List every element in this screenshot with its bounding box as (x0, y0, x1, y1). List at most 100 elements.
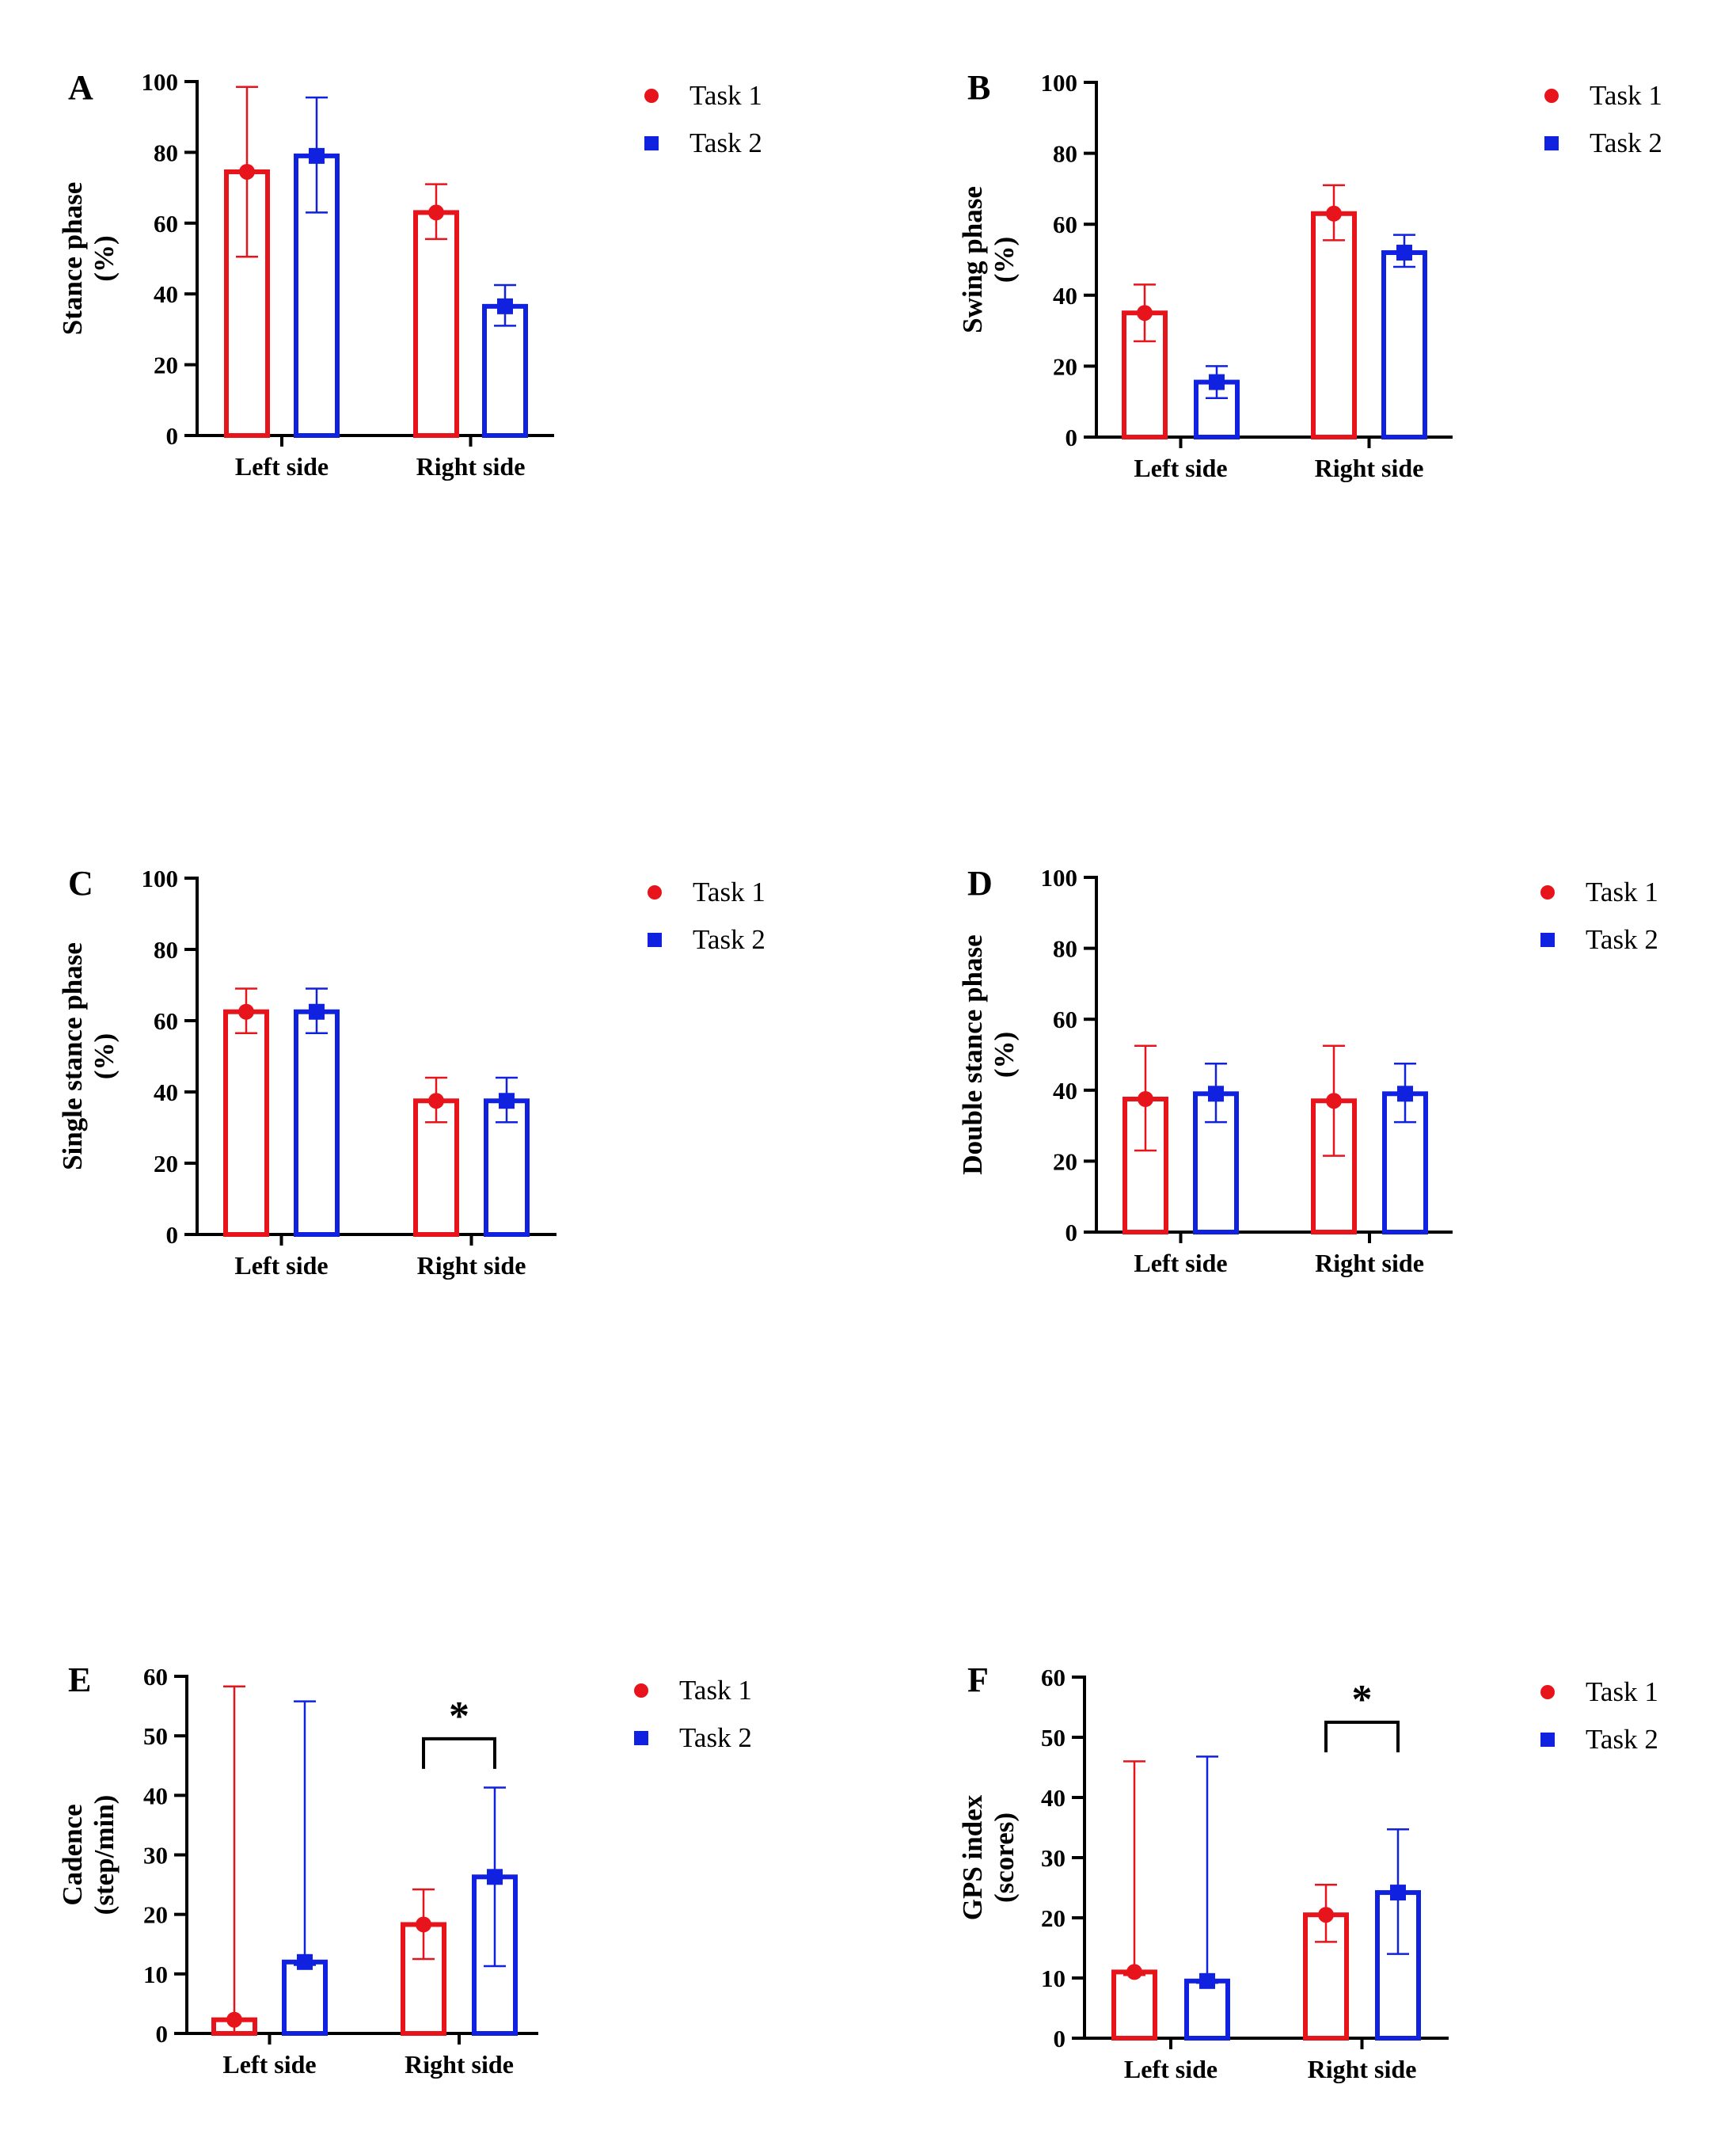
y-axis-title: Swing phase(%) (957, 186, 1020, 333)
data-point-task2 (1390, 1885, 1406, 1901)
y-tick-label: 50 (143, 1722, 168, 1750)
y-tick-label: 60 (1053, 1006, 1077, 1033)
data-point-task2 (309, 147, 325, 164)
data-point-task1 (1326, 1093, 1342, 1109)
data-point-task1 (1318, 1907, 1334, 1923)
y-tick-label: 60 (143, 1663, 168, 1691)
panel-letter: E (68, 1660, 91, 1699)
y-axis-title-line: Stance phase (57, 182, 88, 336)
legend: Task 1 Task 2 (1540, 877, 1658, 955)
legend-label: Task 2 (1586, 924, 1658, 955)
y-axis-title-line: Cadence (57, 1804, 88, 1905)
legend-marker-task2 (1540, 1733, 1555, 1747)
data-point-task1 (428, 204, 444, 221)
legend-marker-task1 (1544, 89, 1559, 103)
legend-marker-task1 (648, 885, 662, 900)
y-tick-label: 30 (1041, 1844, 1066, 1872)
legend-label: Task 2 (679, 1722, 752, 1753)
y-tick-label: 40 (154, 280, 178, 308)
y-tick-label: 0 (1054, 2025, 1066, 2052)
legend-marker-task1 (1540, 885, 1555, 900)
data-point-task2 (1209, 374, 1225, 390)
bar-task1-left-side (223, 1009, 269, 1237)
y-axis-title: Double stance phase(%) (957, 934, 1020, 1174)
y-tick-label: 40 (1053, 282, 1077, 310)
data-point-task1 (226, 2011, 242, 2028)
y-tick-label: 10 (143, 1961, 168, 1988)
y-tick-label: 80 (154, 936, 178, 964)
y-tick-label: 100 (1041, 69, 1078, 97)
y-tick-label: 0 (166, 422, 179, 450)
y-axis-title-line: GPS index (957, 1794, 988, 1920)
bar-task2-right-side (1381, 250, 1427, 440)
bar-task1-right-side (413, 210, 459, 438)
y-tick-label: 100 (142, 865, 179, 892)
y-tick-label: 0 (1066, 424, 1078, 451)
panel-letter: A (68, 68, 93, 107)
y-tick-label: 100 (1041, 864, 1078, 892)
legend-label: Task 1 (679, 1675, 752, 1706)
x-category-label: Left side (1134, 1249, 1227, 1277)
legend-label: Task 2 (689, 127, 762, 158)
bar-task2-left-side (294, 1009, 340, 1237)
data-point-task1 (1138, 1091, 1153, 1107)
legend-marker-task2 (1540, 933, 1555, 947)
y-tick-label: 50 (1041, 1724, 1066, 1752)
y-tick-label: 60 (154, 1007, 178, 1035)
x-category-label: Right side (1315, 454, 1424, 482)
y-axis-title: Single stance phase(%) (57, 942, 120, 1170)
data-point-task1 (428, 1093, 444, 1109)
legend-marker-task2 (648, 933, 662, 947)
legend-marker-task1 (1540, 1685, 1555, 1699)
y-axis-title-line: Single stance phase (57, 942, 88, 1170)
y-tick-label: 20 (154, 1150, 178, 1177)
y-tick-label: 60 (1041, 1664, 1066, 1691)
data-point-task2 (499, 1093, 515, 1109)
y-tick-label: 20 (154, 352, 178, 379)
y-axis-title-line: Swing phase (957, 186, 988, 333)
significance-star: * (1352, 1677, 1373, 1722)
legend: Task 1 Task 2 (644, 80, 762, 158)
data-point-task2 (1208, 1086, 1224, 1102)
chart-panel-c: C 0 20 40 60 80 100 Left side Right side Single s… (57, 864, 765, 1280)
legend: Task 1 Task 2 (648, 877, 765, 955)
legend-label: Task 1 (689, 80, 762, 111)
x-category-label: Left side (1124, 2055, 1217, 2083)
y-tick-label: 10 (1041, 1965, 1066, 1992)
y-tick-label: 40 (154, 1078, 178, 1106)
x-category-label: Right side (416, 452, 526, 481)
significance-bracket (1324, 1721, 1400, 1752)
legend: Task 1 Task 2 (634, 1675, 752, 1753)
data-point-task2 (1397, 1086, 1413, 1102)
x-category-label: Right side (405, 2050, 514, 2079)
x-category-label: Right side (1315, 1249, 1424, 1277)
legend-marker-task2 (634, 1731, 648, 1745)
y-tick-label: 20 (143, 1901, 168, 1929)
data-point-task1 (416, 1916, 431, 1933)
panel-letter: B (967, 68, 990, 107)
data-point-task2 (487, 1869, 503, 1885)
y-tick-label: 0 (156, 2020, 169, 2048)
data-point-task1 (1137, 305, 1153, 321)
y-tick-label: 80 (1053, 140, 1077, 168)
y-tick-label: 20 (1053, 1147, 1077, 1175)
y-axis-title: GPS index(scores) (957, 1794, 1020, 1920)
legend-label: Task 1 (1590, 80, 1662, 111)
y-tick-label: 60 (1053, 211, 1077, 238)
y-tick-label: 80 (1053, 935, 1077, 963)
bar-task2-left-side (282, 1959, 328, 2037)
legend-label: Task 2 (1590, 127, 1662, 158)
y-axis-title: Cadence(step/min) (57, 1795, 120, 1915)
data-point-task2 (309, 1003, 325, 1020)
legend-marker-task1 (644, 89, 659, 103)
y-tick-label: 40 (1041, 1784, 1066, 1812)
data-point-task2 (1396, 245, 1412, 261)
y-axis-title: Stance phase(%) (57, 182, 120, 336)
y-tick-label: 0 (166, 1221, 179, 1249)
significance-bracket (422, 1736, 496, 1769)
y-axis-title-line: (%) (989, 237, 1020, 283)
y-tick-label: 30 (143, 1842, 168, 1870)
y-tick-label: 0 (1066, 1219, 1078, 1246)
y-axis-title-line: (%) (89, 1033, 120, 1079)
x-category-label: Left side (222, 2050, 316, 2079)
